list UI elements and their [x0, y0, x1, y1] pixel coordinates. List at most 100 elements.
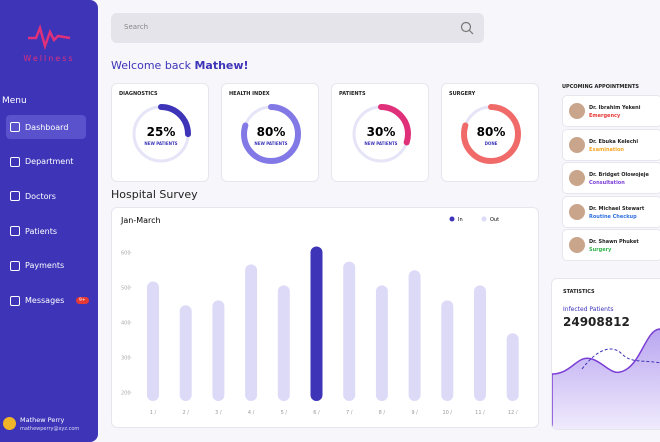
bar: [179, 305, 192, 401]
x-tick-label: 5 /: [281, 410, 288, 416]
search-icon: [460, 21, 474, 35]
legend-label: In: [458, 217, 463, 223]
menu-title: Menu: [2, 96, 27, 106]
stat-card: HEALTH INDEX 80% NEW PATIENTS: [221, 83, 319, 182]
avatar: [569, 203, 585, 220]
appointment-type: Surgery: [589, 247, 612, 253]
menu-label: Doctors: [25, 191, 56, 201]
legend-dot: [481, 216, 487, 222]
donut-arc: [131, 104, 191, 164]
avatar: [569, 103, 585, 119]
y-tick-label: 200: [121, 390, 131, 396]
bar: [474, 285, 486, 401]
menu-label: Dashboard: [25, 122, 69, 132]
menu-icon: [10, 260, 20, 271]
donut-value: 80%: [477, 125, 506, 139]
menu-item[interactable]: Patients: [6, 219, 86, 243]
bar: [506, 333, 519, 401]
menu-item[interactable]: Payments: [6, 254, 86, 278]
appointment[interactable]: Dr. Michael Stewart Routine Checkup: [562, 195, 660, 228]
doctor-name: Dr. Ebuka Kelechi: [589, 138, 639, 145]
donut-value: 25%: [147, 125, 176, 139]
card-title: PATIENTS: [339, 91, 366, 97]
doctor-name: Dr. Ibrahim Yekeni: [589, 105, 641, 111]
bar: [277, 285, 290, 401]
appointment-type: Emergency: [589, 113, 621, 119]
x-tick-label: 6 /: [313, 410, 320, 416]
y-tick-label: 400: [121, 320, 131, 326]
x-tick-label: 11 /: [475, 410, 485, 416]
y-tick-label: 600: [121, 250, 131, 256]
welcome-text: Welcome back: [111, 59, 191, 72]
avatar: [569, 170, 585, 186]
menu-icon: [10, 295, 20, 306]
donut-arc: [461, 104, 521, 164]
badge: 9+: [76, 296, 89, 304]
card-title: DIAGNOSTICS: [119, 91, 158, 97]
donut-caption: DONE: [485, 141, 498, 146]
donut-arc: [351, 104, 411, 164]
x-tick-label: 1 /: [150, 410, 157, 416]
menu-item[interactable]: Doctors: [6, 184, 86, 208]
legend-label: Out: [490, 217, 499, 223]
x-tick-label: 7 /: [346, 410, 353, 416]
bar: [441, 300, 454, 401]
x-tick-label: 10 /: [442, 410, 452, 416]
donut-caption: NEW PATIENTS: [144, 141, 177, 146]
doctor-name: Dr. Bridget Olowojeje: [589, 172, 649, 178]
x-tick-label: 4 /: [248, 410, 255, 416]
search-placeholder: Search: [124, 23, 149, 31]
menu-label: Patients: [25, 226, 58, 236]
statistics-value: 24908812: [563, 315, 630, 329]
appointment-type: Examination: [589, 146, 624, 153]
menu-icon: [10, 156, 20, 167]
avatar: [569, 237, 585, 253]
user-email: mathewperry@xyz.com: [20, 426, 80, 432]
stat-card: PATIENTS 30% NEW PATIENTS: [331, 83, 429, 182]
search-bar[interactable]: Search: [111, 13, 484, 43]
bar: [375, 285, 388, 401]
menu-label: Messages: [25, 296, 65, 305]
menu-item[interactable]: Department: [6, 150, 86, 174]
survey-chart: Jan-March In Out 200 300 400 500 600 1 / 2 / 3 / 4 …: [120, 216, 519, 416]
menu-label: Payments: [25, 261, 65, 271]
legend-dot: [449, 216, 455, 222]
stat-card: DIAGNOSTICS 25% NEW PATIENTS: [111, 83, 209, 182]
card-title: SURGERY: [449, 91, 476, 97]
appointment[interactable]: Dr. Ibrahim Yekeni Emergency: [562, 95, 660, 127]
avatar: [569, 136, 585, 153]
appointment-type: Consultation: [589, 180, 625, 186]
x-tick-label: 9 /: [411, 410, 418, 416]
menu-icon: [10, 191, 20, 202]
appointment[interactable]: Dr. Shawn Phuket Surgery: [562, 229, 660, 261]
appointment[interactable]: Dr. Bridget Olowojeje Consultation: [562, 162, 660, 194]
bar: [310, 246, 323, 401]
x-tick-label: 3 /: [215, 410, 222, 416]
menu-item[interactable]: Messages 9+: [6, 289, 89, 313]
bar: [245, 264, 258, 401]
donut: 25% NEW PATIENTS: [131, 104, 191, 164]
x-tick-label: 12 /: [508, 410, 518, 416]
donut-value: 30%: [367, 125, 396, 139]
appointment[interactable]: Dr. Ebuka Kelechi Examination: [562, 128, 660, 161]
y-tick-label: 500: [121, 285, 131, 291]
donut-value: 80%: [257, 125, 286, 139]
bar: [408, 270, 421, 401]
donut: 80% NEW PATIENTS: [241, 104, 301, 164]
user-avatar: [3, 417, 16, 430]
logo-text: Wellness: [23, 54, 75, 63]
user-name: Mathew Perry: [20, 416, 65, 424]
donut: 80% DONE: [461, 104, 521, 164]
menu-item[interactable]: Dashboard: [6, 115, 86, 139]
bar: [212, 300, 225, 401]
x-tick-label: 8 /: [379, 410, 386, 416]
menu-icon: [10, 122, 20, 132]
doctor-name: Dr. Michael Stewart: [589, 205, 645, 212]
card-title: HEALTH INDEX: [229, 91, 270, 97]
donut-caption: NEW PATIENTS: [254, 141, 287, 146]
bar: [343, 261, 356, 401]
donut-arc: [241, 104, 301, 164]
x-tick-label: 2 /: [182, 410, 189, 416]
donut-caption: NEW PATIENTS: [364, 141, 397, 146]
